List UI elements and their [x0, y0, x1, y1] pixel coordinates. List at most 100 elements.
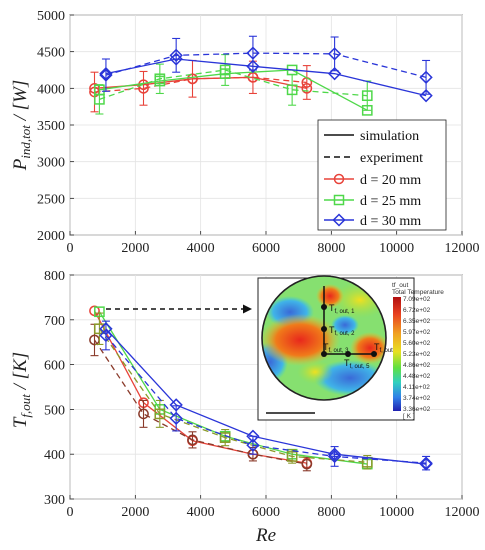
color-bar-labels: 7.09e+02 6.72e+02 6.35e+02 5.97e+02 5.60e+02… [403, 296, 431, 413]
color-bar-label: 6.72e+02 [403, 307, 431, 314]
top-y-tick-label: 2000 [37, 229, 65, 244]
bot-data-point [419, 456, 433, 470]
probe-label-4: Tf, out, 4 [374, 342, 400, 354]
top-y-tick-label: 3000 [37, 156, 65, 171]
temperature-contour-inset: Tf, out, 1 Tf, out, 2 Tf, out, 3 Tf, out… [257, 275, 444, 421]
legend-d20: d = 20 mm [360, 173, 421, 188]
probe-label-5: Tf, out, 5 [344, 358, 370, 370]
top-data-point [327, 47, 342, 61]
bottom-x-axis-label: Re [255, 525, 276, 546]
top-x-tick-label: 10000 [379, 241, 414, 256]
top-data-point [94, 93, 105, 105]
top-y-tick-label: 4000 [37, 82, 65, 97]
bottom-chart: 0 2000 4000 6000 8000 10000 12000 300 400 500 600… [10, 269, 480, 546]
top-series [89, 35, 433, 116]
legend-simulation: simulation [360, 129, 419, 144]
top-data-point [154, 73, 166, 85]
top-x-tick-label: 8000 [317, 241, 345, 256]
bot-x-tick-label: 8000 [317, 505, 345, 520]
color-bar-label: 5.97e+02 [403, 329, 431, 336]
probe-point-1 [321, 304, 327, 310]
bot-series-line [105, 335, 427, 464]
probe-point-4 [371, 351, 377, 357]
legend-d25: d = 25 mm [360, 194, 421, 209]
bot-data-point [99, 328, 113, 343]
bot-x-tick-label: 2000 [121, 505, 149, 520]
color-bar-unit: [ K ] [403, 413, 415, 420]
legend-d30: d = 30 mm [360, 214, 421, 229]
probe-point-2 [321, 326, 327, 332]
top-y-tick-label: 5000 [37, 9, 65, 24]
top-y-tick-label: 4500 [37, 46, 65, 61]
legend: simulation experiment d = 20 mm d = 25 m… [317, 119, 447, 231]
color-bar-label: 7.09e+02 [403, 296, 431, 303]
color-bar-label: 5.60e+02 [403, 340, 431, 347]
inset-pointer-arrow [106, 304, 252, 314]
top-series-experiment-d30mm [99, 35, 433, 95]
bot-series-experiment-d30mm [99, 320, 433, 471]
top-data-point [286, 84, 298, 96]
legend-d30-marker [332, 213, 346, 227]
top-data-point [219, 64, 231, 76]
legend-d20-marker [333, 173, 345, 185]
top-y-axis-label: Pind,tot / [W] [10, 80, 33, 172]
bot-data-point [327, 449, 342, 464]
bottom-y-axis-label: Tf,out / [K] [10, 352, 33, 428]
bot-x-tick-label: 6000 [252, 505, 280, 520]
color-bar-label: 6.35e+02 [403, 318, 431, 325]
bot-data-point [187, 434, 198, 446]
probe-label-2: Tf, out, 2 [329, 325, 355, 337]
bot-x-tick-label: 0 [67, 505, 74, 520]
top-data-point [169, 48, 183, 62]
color-bar-label: 4.48e+02 [403, 373, 431, 380]
inset-title-1: tf_out [392, 282, 408, 289]
probe-point-3 [321, 351, 327, 357]
top-series-line [105, 52, 427, 78]
bot-data-point [169, 411, 183, 426]
top-series-line [99, 69, 368, 100]
bot-data-point [138, 408, 149, 420]
bot-y-tick-label: 300 [44, 493, 65, 508]
top-data-point [99, 68, 113, 82]
bottom-y-ticks: 300 400 500 600 700 800 [44, 269, 65, 508]
bot-y-tick-label: 700 [44, 314, 65, 329]
bot-data-point [246, 438, 260, 452]
top-x-tick-label: 6000 [252, 241, 280, 256]
top-series-line [94, 76, 307, 93]
top-data-point [246, 59, 260, 73]
bot-x-tick-label: 10000 [379, 505, 414, 520]
top-chart: 0 2000 4000 6000 8000 10000 12000 200025003000… [10, 9, 480, 256]
color-bar-label: 4.11e+02 [403, 384, 430, 391]
top-data-point [419, 70, 433, 84]
top-series-experiment-d25mm [94, 54, 373, 115]
top-data-point [246, 46, 260, 60]
bot-data-point [154, 408, 166, 420]
top-y-tick-label: 2500 [37, 192, 65, 207]
bottom-x-ticks: 0 2000 4000 6000 8000 10000 12000 [67, 505, 480, 520]
color-bar [393, 297, 401, 411]
contour-disc-outline [261, 275, 387, 401]
top-x-tick-label: 4000 [187, 241, 215, 256]
top-x-tick-label: 12000 [445, 241, 480, 256]
bot-x-tick-label: 4000 [187, 505, 215, 520]
bot-data-point [94, 323, 105, 335]
color-bar-label: 4.86e+02 [403, 362, 431, 369]
color-bar-label: 3.74e+02 [403, 395, 431, 402]
bottom-series [89, 305, 433, 472]
bot-y-tick-label: 500 [44, 403, 65, 418]
probe-label-1: Tf, out, 1 [329, 303, 355, 315]
bot-series-experiment-d25mm [94, 312, 373, 470]
bot-y-tick-label: 800 [44, 269, 65, 284]
bot-data-point [286, 451, 298, 462]
bot-x-tick-label: 12000 [445, 505, 480, 520]
top-data-point [187, 73, 198, 85]
bot-y-tick-label: 600 [44, 359, 65, 374]
probe-point-5 [345, 351, 351, 357]
legend-d25-marker [333, 194, 345, 206]
top-data-point [361, 90, 373, 102]
color-bar-label: 5.23e+02 [403, 351, 431, 358]
top-y-ticks: 2000 2500 3000 3500 4000 4500 5000 [37, 9, 65, 244]
top-x-ticks: 0 2000 4000 6000 8000 10000 12000 [67, 241, 480, 256]
color-bar-label: 3.36e+02 [403, 406, 431, 413]
